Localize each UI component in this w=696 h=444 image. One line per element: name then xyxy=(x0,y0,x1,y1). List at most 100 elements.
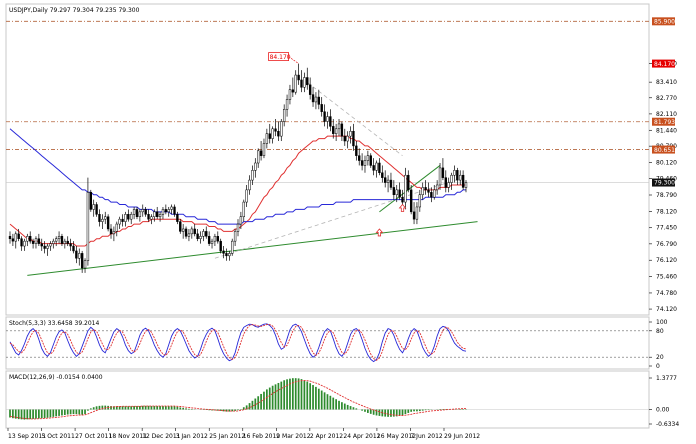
trendline-0 xyxy=(27,221,478,276)
candle xyxy=(251,165,254,185)
candle xyxy=(153,209,156,222)
candle xyxy=(46,243,49,256)
x-tick-label: 9 Mar 2012 xyxy=(276,433,310,440)
y-tick-label: 80.120 xyxy=(656,160,677,167)
candle xyxy=(326,111,329,129)
candle xyxy=(80,250,84,273)
candle xyxy=(20,236,23,251)
candle xyxy=(190,226,194,239)
candle xyxy=(317,89,320,110)
candle xyxy=(314,92,318,110)
price-tag: 81.793 xyxy=(652,117,675,126)
candle xyxy=(398,182,401,200)
candle xyxy=(138,209,142,222)
candle xyxy=(297,63,300,85)
candle xyxy=(156,206,159,220)
candle xyxy=(285,94,289,117)
candle xyxy=(375,160,378,178)
price-tag: 79.300 xyxy=(652,178,675,187)
candle xyxy=(311,87,315,107)
candle xyxy=(360,153,364,171)
x-tick-label: 12 Dec 2011 xyxy=(142,433,181,440)
candle xyxy=(424,180,427,195)
trendline-2 xyxy=(307,82,403,156)
candle xyxy=(57,231,61,244)
candle xyxy=(257,148,260,168)
candle xyxy=(219,238,222,254)
x-tick-label: 16 Feb 2012 xyxy=(243,433,281,440)
candle xyxy=(173,204,176,217)
candle xyxy=(381,165,384,183)
candle xyxy=(144,206,147,217)
candle xyxy=(300,70,303,93)
candle xyxy=(372,158,375,176)
macd-signal-line xyxy=(9,380,466,420)
candle xyxy=(464,180,468,193)
y-tick-label: 81.440 xyxy=(656,127,677,134)
candle xyxy=(277,121,280,142)
candle xyxy=(202,228,205,242)
candle xyxy=(63,238,67,249)
candle xyxy=(231,238,234,256)
price-panel-frame xyxy=(5,3,650,316)
candle xyxy=(118,216,121,229)
candle xyxy=(294,70,297,95)
macd-tick-label: 1.3777 xyxy=(656,375,677,382)
axes: 84.17083.41082.77082.11081.44080.79080.1… xyxy=(7,17,679,440)
candle xyxy=(78,248,81,266)
candle xyxy=(358,148,361,166)
candle xyxy=(54,236,58,247)
candle xyxy=(75,246,78,264)
candle xyxy=(17,228,20,242)
candle xyxy=(213,233,217,247)
price-tag: 85.900 xyxy=(652,17,675,26)
candle xyxy=(435,180,439,195)
price-tag-label: 85.900 xyxy=(654,19,675,26)
candle xyxy=(124,211,127,227)
candle xyxy=(8,231,12,244)
candle xyxy=(37,233,41,247)
candle xyxy=(262,138,266,159)
candle xyxy=(130,211,133,225)
candle xyxy=(346,131,349,149)
price-plot-area: 84.170 xyxy=(6,20,649,276)
price-tag-label: 84.170 xyxy=(654,61,675,68)
candle xyxy=(395,184,398,203)
candle xyxy=(421,182,424,200)
candle xyxy=(329,109,332,132)
candle xyxy=(34,236,38,249)
stoch-tick-label: 100 xyxy=(656,319,668,326)
candle xyxy=(14,231,17,249)
up-arrow-marker-0 xyxy=(375,228,384,237)
x-tick-label: 18 Nov 2011 xyxy=(109,433,148,440)
x-tick-label: 2 Apr 2012 xyxy=(310,433,343,440)
macd-panel-frame xyxy=(5,370,650,429)
peak-label-text: 84.170 xyxy=(270,54,291,61)
x-tick-label: 7 Jun 2012 xyxy=(410,433,442,440)
candle xyxy=(418,189,422,212)
candle xyxy=(366,150,370,166)
candle xyxy=(184,226,188,239)
candle xyxy=(441,158,445,181)
candle xyxy=(40,238,43,251)
candle xyxy=(104,211,107,225)
price-tag: 84.170 xyxy=(652,59,675,68)
candle xyxy=(459,170,462,185)
y-tick-label: 76.120 xyxy=(656,257,677,264)
peak-label: 84.170 xyxy=(268,52,299,64)
price-tag-label: 79.300 xyxy=(654,180,675,187)
candle xyxy=(60,233,64,247)
candle xyxy=(280,119,283,142)
candle xyxy=(161,206,165,220)
candle xyxy=(242,199,245,222)
candle xyxy=(23,238,26,251)
candle xyxy=(150,214,153,225)
candle xyxy=(127,209,130,222)
candle xyxy=(72,241,75,254)
candle xyxy=(135,206,139,220)
candle xyxy=(170,204,173,215)
x-tick-label: 25 Jan 2012 xyxy=(209,433,245,440)
candle xyxy=(196,228,199,242)
